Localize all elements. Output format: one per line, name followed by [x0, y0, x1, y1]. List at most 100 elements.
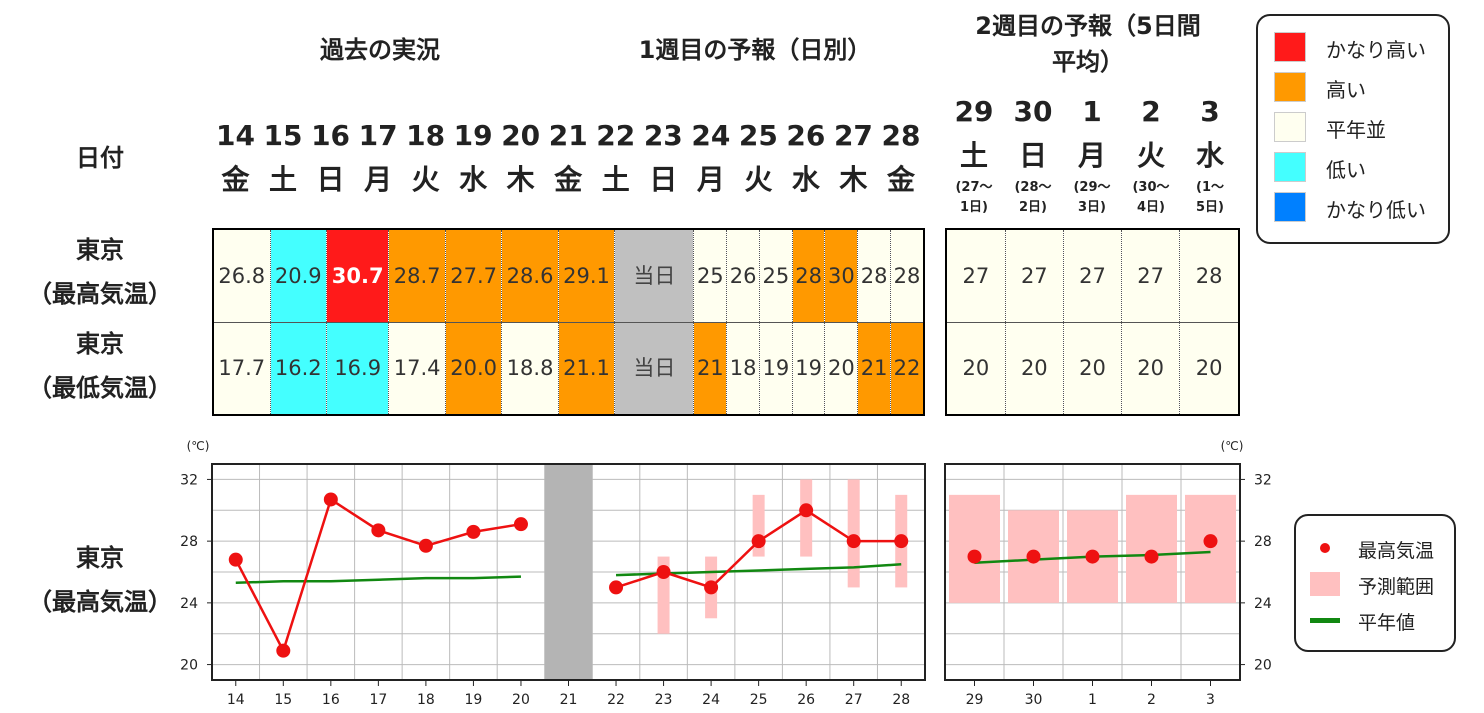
legend-swatch [1274, 152, 1306, 182]
chart-legend-label: 予測範囲 [1358, 576, 1435, 598]
temp-cell: 20 [1004, 321, 1064, 415]
row-label-kind: （最高気温） [28, 588, 172, 616]
temp-cell: 27.7 [444, 229, 502, 322]
temp-cell: 17.7 [213, 321, 271, 415]
temp-cell: 22 [890, 321, 924, 415]
weekday: 月 [1077, 139, 1106, 172]
header-week1: 1週目の予報（日別） [638, 36, 872, 64]
max-point-19 [466, 524, 481, 539]
date-col-16: 16 日 [307, 114, 354, 202]
today-band [544, 464, 593, 680]
date-number: 24 [691, 119, 731, 152]
x-tick-label: 1 [1088, 692, 1097, 708]
temp-cell: 20 [946, 321, 1006, 415]
temp-cell: 17.4 [388, 321, 446, 415]
week2-temperature-table: 27 27 27 27 28 20 20 20 20 20 [945, 228, 1240, 416]
date-col-19: 19 水 [450, 114, 497, 202]
max-point-27 [846, 534, 861, 549]
date-col-27: 27 木 [830, 114, 877, 202]
range-start: (29〜 [1073, 180, 1111, 195]
y-tick-label: 20 [180, 658, 198, 674]
chart-legend: 最高気温 予測範囲 平年値 [1294, 514, 1456, 652]
row-label-kind: （最低気温） [28, 374, 172, 402]
range-box [1185, 494, 1236, 603]
week2-max-point-3 [1203, 534, 1218, 549]
chart-legend-label: 最高気温 [1358, 540, 1435, 562]
row-label-city: 東京 [76, 236, 124, 264]
temp-cell: 28 [791, 229, 825, 322]
date-col-28: 28 金 [877, 114, 924, 202]
weekday: 日 [1018, 139, 1047, 172]
today-cell: 当日 [614, 229, 694, 322]
weekday: 月 [364, 163, 393, 196]
date-number: 26 [786, 119, 826, 152]
weekday: 火 [411, 163, 440, 196]
min-temp-row: 17.7 16.2 16.9 17.4 20.0 18.8 21.1 当日 21 18 19 19 20… [213, 321, 924, 415]
temp-cell: 20.0 [444, 321, 502, 415]
legend-label: かなり高い [1326, 38, 1426, 62]
today-cell: 当日 [614, 321, 694, 415]
date-number: 17 [358, 119, 398, 152]
date-number: 21 [548, 119, 588, 152]
range-bar [800, 479, 813, 557]
x-tick-label: 28 [892, 692, 910, 708]
weekday: 日 [316, 163, 345, 196]
temp-cell: 20 [1121, 321, 1180, 415]
week2-max-row: 27 27 27 27 28 [946, 229, 1239, 322]
date-col-15: 15 土 [260, 114, 307, 202]
weekday: 土 [601, 163, 630, 196]
week2-max-point-1 [1085, 549, 1100, 564]
date-number: 18 [406, 119, 446, 152]
legend-label: 低い [1326, 158, 1366, 182]
row-label-tokyo-min: 東京 （最低気温） [0, 322, 200, 410]
x-tick-label: 20 [512, 692, 530, 708]
range-end: 2日) [1019, 200, 1047, 215]
y-tick-label: 24 [1254, 596, 1272, 612]
legend-label: 平年並 [1326, 118, 1386, 142]
max-point-20 [513, 517, 528, 532]
x-tick-label: 26 [797, 692, 815, 708]
date-col-17: 17 月 [355, 114, 402, 202]
temp-cell: 30.7 [325, 229, 389, 322]
x-tick-label: 19 [465, 692, 483, 708]
weekday: 金 [221, 163, 250, 196]
range-start: (30〜 [1132, 180, 1170, 195]
chart-legend-symbol [1310, 572, 1340, 596]
range-end: 5日) [1196, 200, 1224, 215]
max-point-28 [894, 534, 909, 549]
x-tick-label: 22 [607, 692, 625, 708]
weekday: 木 [839, 163, 868, 196]
temp-cell: 20 [1062, 321, 1122, 415]
x-tick-label: 27 [845, 692, 863, 708]
y-tick-label: 32 [180, 472, 198, 488]
date-number: 29 [954, 95, 994, 128]
week2-date-col-30: 30 日 (28〜 2日) [1004, 90, 1062, 218]
temp-cell: 28 [890, 229, 924, 322]
weekday: 土 [269, 163, 298, 196]
daily-temperature-table: 26.8 20.9 30.7 28.7 27.7 28.6 29.1 当日 25 26 25 28 30… [212, 228, 925, 416]
temp-cell: 18 [726, 321, 760, 415]
y-tick-label: 28 [1254, 534, 1272, 550]
x-tick-label: 25 [750, 692, 768, 708]
temp-cell: 26.8 [213, 229, 271, 322]
date-number: 2 [1141, 95, 1161, 128]
date-col-23: 23 日 [640, 114, 687, 202]
temp-cell: 28 [1179, 229, 1239, 322]
week2-date-col-1: 1 月 (29〜 3日) [1063, 90, 1121, 218]
range-start: (1〜 [1196, 180, 1224, 195]
row-label-date: 日付 [76, 144, 124, 172]
date-number: 1 [1082, 95, 1102, 128]
temp-cell: 28.7 [388, 229, 446, 322]
date-number: 22 [596, 119, 636, 152]
max-point-14 [228, 552, 243, 567]
legend-swatch [1274, 192, 1306, 222]
date-number: 20 [501, 119, 541, 152]
y-tick-label: 32 [1254, 472, 1272, 488]
date-col-24: 24 月 [687, 114, 734, 202]
weekday: 水 [459, 163, 488, 196]
normal-line-past [235, 575, 522, 585]
temp-cell: 25 [693, 229, 727, 322]
temp-cell: 19 [758, 321, 793, 415]
temp-cell: 20 [1179, 321, 1239, 415]
